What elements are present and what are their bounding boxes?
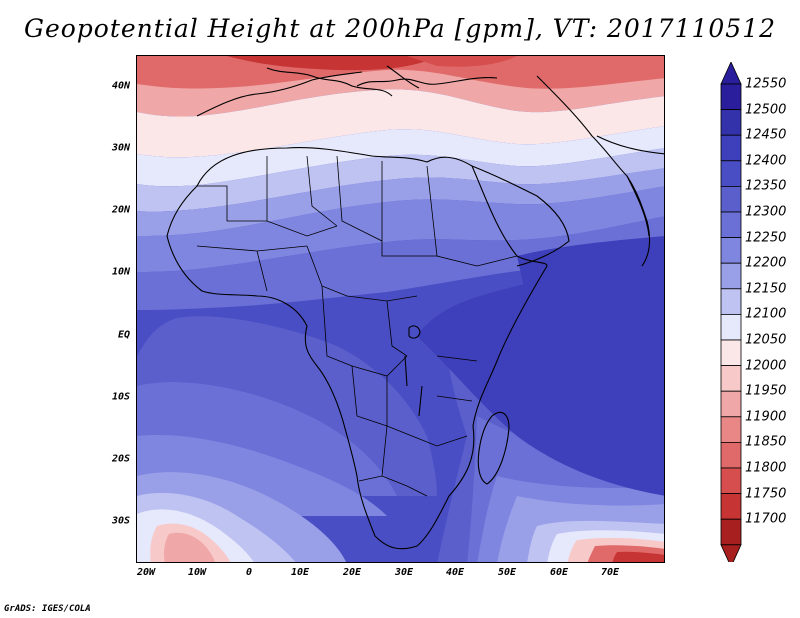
colorbar: [720, 62, 742, 562]
lon-label-40e: 40E: [445, 567, 465, 578]
colorbar-bottom-arrow: [720, 544, 742, 562]
colorbar-label: 12000: [745, 358, 787, 374]
colorbar-cell: [720, 134, 742, 162]
map-title: Geopotential Height at 200hPa [gpm], VT:…: [23, 14, 777, 43]
colorbar-label: 12350: [745, 178, 787, 194]
map-canvas: [137, 56, 664, 562]
grads-credit: GrADS: IGES/COLA: [4, 604, 91, 614]
colorbar-cell: [720, 313, 742, 341]
colorbar-cell: [720, 365, 742, 392]
colorbar-top-arrow: [720, 62, 742, 85]
colorbar-label: 12200: [745, 255, 787, 271]
lon-label-60e: 60E: [549, 567, 569, 578]
colorbar-label: 12450: [745, 127, 787, 143]
colorbar-cell: [720, 518, 742, 546]
lat-label-10s: 10S: [111, 391, 130, 403]
colorbar-cell: [720, 186, 742, 213]
colorbar-label: 11850: [745, 434, 787, 450]
colorbar-label: 12150: [745, 281, 787, 297]
colorbar-cell: [720, 339, 742, 367]
borders: [196, 155, 518, 497]
lon-label-10w: 10W: [187, 567, 207, 578]
colorbar-label: 12400: [745, 153, 787, 169]
colorbar-cell: [720, 237, 742, 264]
colorbar-label: 12300: [745, 204, 787, 220]
lat-label-20s: 20S: [111, 453, 130, 465]
colorbar-label: 11800: [745, 460, 787, 476]
colorbar-cell: [720, 109, 742, 136]
colorbar-cell: [720, 416, 742, 443]
colorbar-cell: [720, 160, 742, 187]
lat-label-20n: 20N: [111, 204, 130, 216]
lon-label-20w: 20W: [136, 567, 156, 578]
lon-label-20e: 20E: [342, 567, 362, 578]
lon-label-10e: 10E: [290, 567, 310, 578]
colorbar-cell: [720, 441, 742, 469]
colorbar-label: 12250: [745, 230, 787, 246]
lat-label-30n: 30N: [111, 142, 130, 154]
lon-label-50e: 50E: [497, 567, 517, 578]
colorbar-label: 11700: [745, 511, 787, 527]
coastlines: [166, 65, 664, 550]
colorbar-cell: [720, 262, 742, 290]
colorbar-label: 12550: [745, 76, 787, 92]
colorbar-cell: [720, 467, 742, 495]
colorbar-label: 12500: [745, 102, 787, 118]
lon-label-0: 0: [245, 567, 253, 578]
lon-label-30e: 30E: [394, 567, 414, 578]
lat-label-40n: 40N: [111, 80, 130, 92]
colorbar-cell: [720, 83, 742, 111]
colorbar-label: 11950: [745, 383, 787, 399]
colorbar-label: 12050: [745, 332, 787, 348]
lat-label-30s: 30S: [111, 515, 130, 527]
colorbar-cell: [720, 211, 742, 239]
colorbar-cell: [720, 390, 742, 418]
lon-label-70e: 70E: [600, 567, 620, 578]
lat-label-10n: 10N: [111, 266, 130, 278]
colorbar-label: 12100: [745, 306, 787, 322]
colorbar-cell: [720, 288, 742, 315]
colorbar-label: 11900: [745, 409, 787, 425]
contour-fill: [137, 56, 664, 562]
map-panel: [136, 55, 665, 563]
colorbar-cell: [720, 493, 742, 520]
lat-label-eq: EQ: [117, 329, 130, 341]
colorbar-label: 11750: [745, 486, 787, 502]
